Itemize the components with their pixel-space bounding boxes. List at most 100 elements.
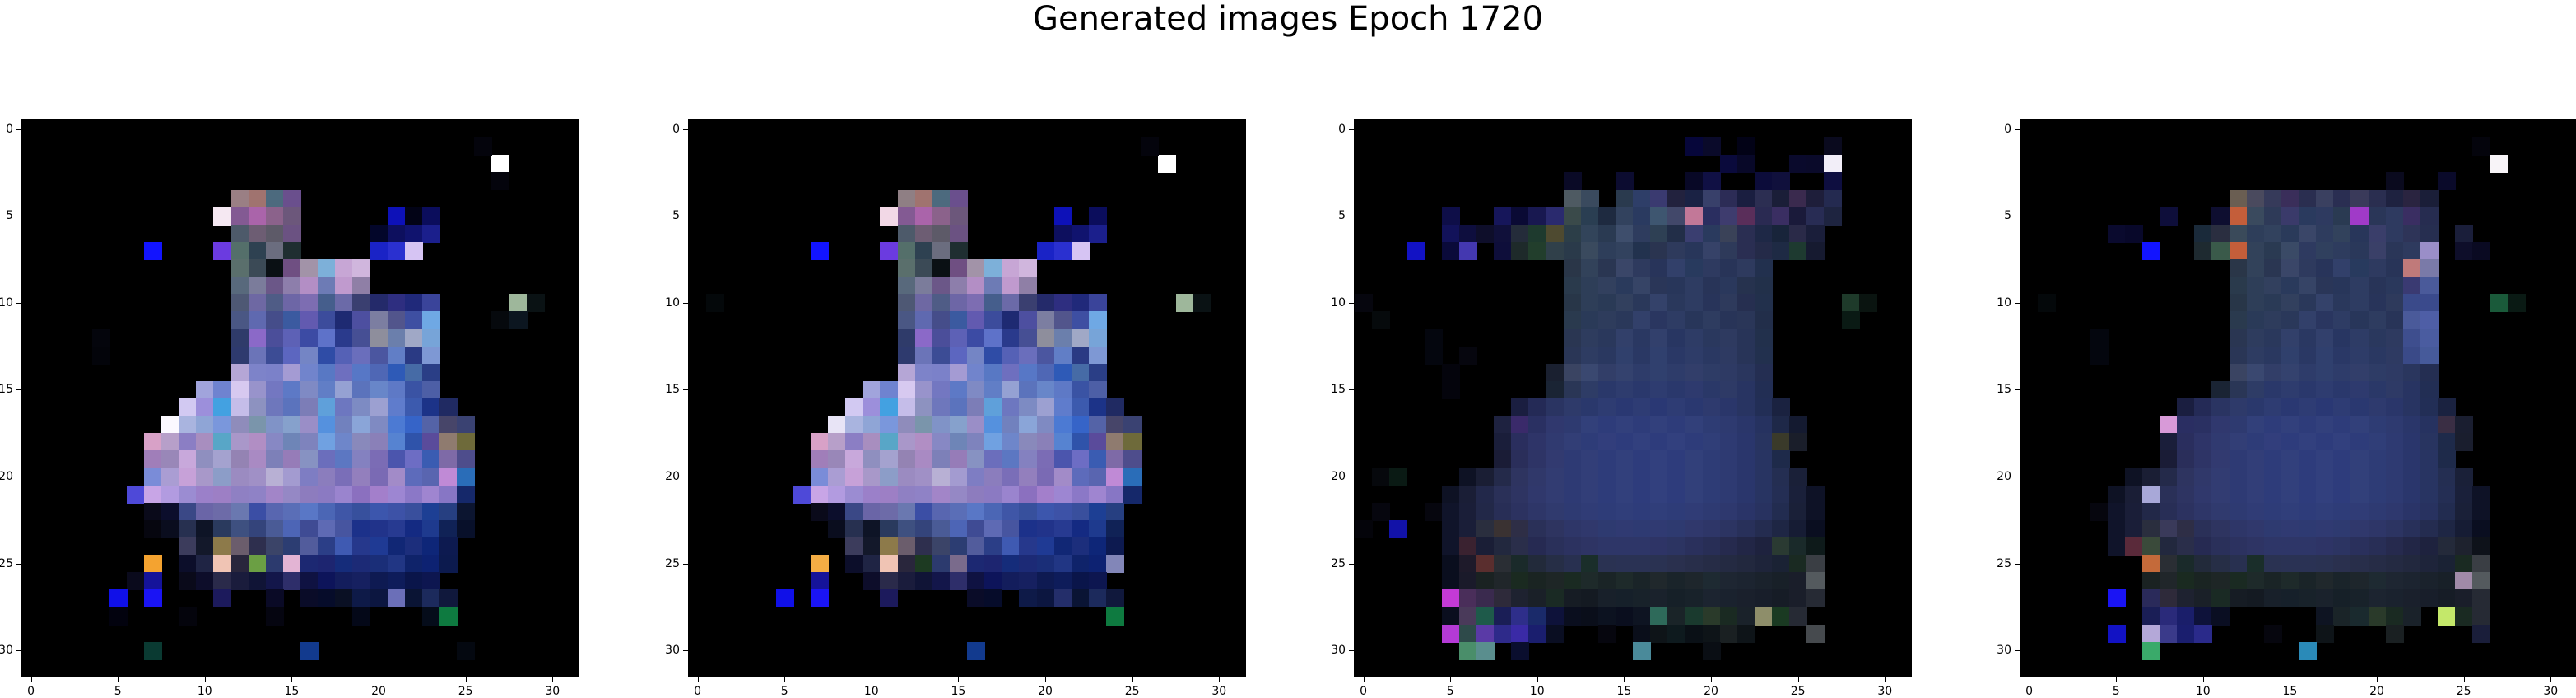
image-pixel [1667, 624, 1686, 643]
image-pixel [949, 241, 968, 260]
image-pixel [2141, 241, 2160, 260]
image-pixel [1528, 433, 1547, 452]
image-pixel [2350, 519, 2369, 538]
image-pixel [2211, 555, 2230, 574]
x-tick-label: 30 [545, 685, 560, 698]
image-pixel [2281, 450, 2299, 469]
image-pixel [1633, 519, 1651, 538]
image-pixel [526, 294, 545, 313]
image-pixel [2316, 572, 2335, 591]
image-pixel [1754, 380, 1773, 399]
image-pixel [1053, 589, 1072, 608]
image-pixel [213, 485, 232, 504]
image-pixel [2246, 485, 2265, 504]
image-pixel [1806, 224, 1825, 243]
x-tick-mark [1132, 677, 1133, 682]
image-pixel [248, 380, 267, 399]
y-tick-label: 25 [1997, 556, 2011, 570]
image-pixel [1702, 468, 1721, 486]
image-pixel [265, 398, 284, 416]
image-pixel [2368, 328, 2387, 347]
image-pixel [2177, 572, 2196, 591]
x-tick-label: 10 [2195, 685, 2211, 698]
image-pixel [1719, 259, 1738, 277]
image-pixel [230, 207, 249, 226]
image-pixel [421, 398, 440, 416]
image-pixel [1719, 294, 1738, 313]
image-pixel [230, 416, 249, 435]
image-pixel [2229, 207, 2248, 226]
image-pixel [2160, 468, 2178, 486]
image-pixel [1441, 502, 1460, 521]
image-pixel [932, 502, 951, 521]
image-pixel [370, 346, 388, 365]
image-pixel [1123, 433, 1142, 452]
image-pixel [300, 502, 319, 521]
image-pixel [265, 607, 284, 626]
image-pixel [1563, 346, 1582, 365]
image-pixel [2263, 224, 2282, 243]
image-pixel [1772, 589, 1790, 608]
image-pixel [828, 485, 846, 504]
image-pixel [2455, 502, 2474, 521]
image-pixel [2194, 416, 2213, 435]
image-pixel [1633, 624, 1651, 643]
image-pixel [318, 311, 337, 330]
image-pixel [1824, 189, 1843, 208]
image-pixel [1615, 572, 1634, 591]
image-pixel [2263, 502, 2282, 521]
image-pixel [1615, 468, 1634, 486]
image-pixel [1071, 346, 1090, 365]
image-pixel [1615, 416, 1634, 435]
image-pixel [2263, 519, 2282, 538]
image-pixel [1458, 468, 1477, 486]
image-pixel [1737, 519, 1755, 538]
image-pixel [196, 519, 215, 538]
image-pixel [439, 537, 458, 556]
image-pixel [1772, 189, 1790, 208]
x-tick-label: 25 [2456, 685, 2471, 698]
image-pixel [1071, 224, 1090, 243]
subplot-1: 0 5 10 15 20 25 30 0 5 10 15 20 25 30 [0, 119, 579, 698]
image-pixel [1685, 555, 1704, 574]
image-pixel [2229, 259, 2248, 277]
image-pixel [1053, 398, 1072, 416]
image-pixel [2333, 294, 2352, 313]
image-pixel [1580, 277, 1599, 295]
image-pixel [421, 294, 440, 313]
image-pixel [2124, 519, 2143, 538]
image-pixel [404, 311, 423, 330]
image-pixel [932, 450, 951, 469]
image-pixel [1702, 363, 1721, 382]
image-pixel [1088, 224, 1107, 243]
image-pixel [265, 189, 284, 208]
image-pixel [2420, 502, 2439, 521]
image-pixel [2420, 519, 2439, 538]
image-pixel [143, 572, 162, 591]
image-pixel [2229, 189, 2248, 208]
image-pixel [1597, 589, 1616, 608]
image-pixel [1772, 468, 1790, 486]
image-pixel [2160, 416, 2178, 435]
image-pixel [1546, 398, 1565, 416]
image-pixel [2455, 572, 2474, 591]
image-pixel [2263, 572, 2282, 591]
image-pixel [2368, 241, 2387, 260]
image-pixel [949, 380, 968, 399]
image-pixel [1088, 519, 1107, 538]
image-pixel [897, 328, 916, 347]
image-pixel [230, 537, 249, 556]
image-pixel [1441, 485, 1460, 504]
image-pixel [352, 537, 371, 556]
image-pixel [863, 537, 881, 556]
image-pixel [1407, 241, 1425, 260]
image-pixel [1615, 241, 1634, 260]
image-pixel [1737, 207, 1755, 226]
image-pixel [1633, 311, 1651, 330]
image-pixel [1106, 537, 1124, 556]
image-pixel [2385, 294, 2404, 313]
image-pixel [196, 485, 215, 504]
image-pixel [1458, 537, 1477, 556]
image-pixel [1615, 450, 1634, 469]
image-pixel [1702, 485, 1721, 504]
